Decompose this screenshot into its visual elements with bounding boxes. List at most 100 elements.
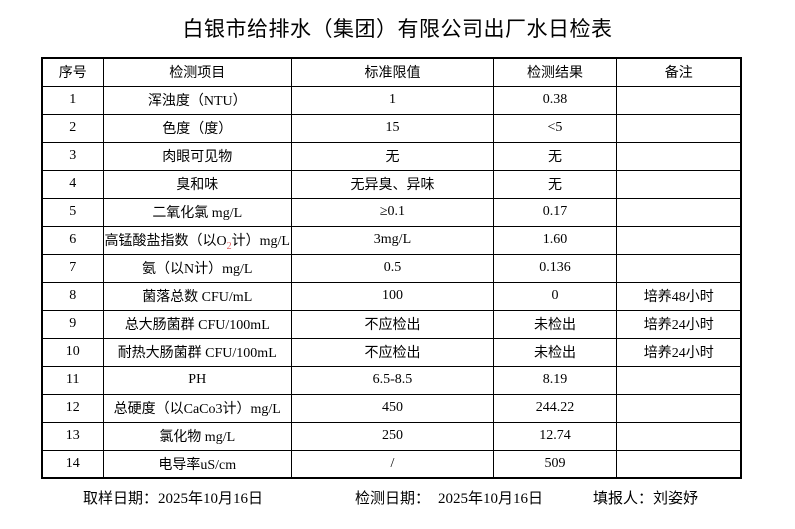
cell-item: 肉眼可见物 <box>102 141 292 171</box>
cell-item: 菌落总数 CFU/mL <box>102 281 292 311</box>
cell-no: 4 <box>41 169 104 199</box>
cell-result: 0.136 <box>492 253 617 283</box>
cell-note <box>615 85 742 115</box>
cell-result: 未检出 <box>492 337 617 367</box>
inspection-table: 序号 检测项目 标准限值 检测结果 备注 1 浑浊度（NTU） 1 0.38 2 色度（度） 15 <… <box>41 57 743 479</box>
cell-limit: 不应检出 <box>290 337 494 367</box>
cell-limit: 6.5-8.5 <box>290 365 494 395</box>
cell-note <box>615 393 742 423</box>
cell-limit: 15 <box>290 113 494 143</box>
table-row: 10 耐热大肠菌群 CFU/100mL 不应检出 未检出 培养24小时 <box>41 337 742 367</box>
cell-note <box>615 141 742 171</box>
cell-no: 10 <box>41 337 104 367</box>
cell-limit: 0.5 <box>290 253 494 283</box>
reporter: 填报人：刘姿妤 <box>593 487 698 508</box>
cell-item: 总大肠菌群 CFU/100mL <box>102 309 292 339</box>
cell-item: 二氧化氯 mg/L <box>102 197 292 227</box>
column-header: 备注 <box>615 57 742 87</box>
cell-note <box>615 113 742 143</box>
cell-no: 1 <box>41 85 104 115</box>
table-row: 4 臭和味 无异臭、异味无 <box>41 169 742 199</box>
cell-item: 浑浊度（NTU） <box>102 85 292 115</box>
cell-no: 7 <box>41 253 104 283</box>
reporter-name: 刘姿妤 <box>653 491 699 507</box>
cell-result: 244.22 <box>492 393 617 423</box>
table-row: 9 总大肠菌群 CFU/100mL 不应检出 未检出 培养24小时 <box>41 309 742 339</box>
cell-note <box>615 169 742 199</box>
cell-limit: 3mg/L <box>290 225 494 255</box>
cell-result: <5 <box>492 113 617 143</box>
table-header-row: 序号 检测项目 标准限值 检测结果 备注 <box>41 57 742 87</box>
table-body: 1 浑浊度（NTU） 1 0.38 2 色度（度） 15 <5 3 肉眼可见物无无 4 臭和味 无异臭、… <box>41 85 742 479</box>
cell-limit: 450 <box>290 393 494 423</box>
cell-item: 耐热大肠菌群 CFU/100mL <box>102 337 292 367</box>
cell-no: 5 <box>41 197 104 227</box>
cell-limit: 1 <box>290 85 494 115</box>
testing-date-value: 2025年10月16日 <box>438 491 544 507</box>
cell-result: 未检出 <box>492 309 617 339</box>
page-title: 白银市给排水（集团）有限公司出厂水日检表 <box>182 17 613 41</box>
cell-result: 12.74 <box>492 421 617 451</box>
cell-no: 8 <box>41 281 104 311</box>
cell-note <box>615 421 742 451</box>
cell-item: 氯化物 mg/L <box>102 421 292 451</box>
table-row: 14 电导率uS/cm/509 <box>41 449 742 479</box>
cell-note <box>615 253 742 283</box>
cell-result: 8.19 <box>492 365 617 395</box>
column-header: 检测项目 <box>102 57 292 87</box>
cell-note: 培养24小时 <box>615 337 742 367</box>
cell-limit: 250 <box>290 421 494 451</box>
cell-result: 1.60 <box>492 225 617 255</box>
table-row: 2 色度（度） 15 <5 <box>41 113 742 143</box>
cell-limit: 不应检出 <box>290 309 494 339</box>
cell-note <box>615 365 742 395</box>
table-row: 5 二氧化氯 mg/L ≥0.1 0.17 <box>41 197 742 227</box>
cell-result: 0.38 <box>492 85 617 115</box>
cell-no: 14 <box>41 449 104 479</box>
table-row: 7 氨（以N计）mg/L 0.5 0.136 <box>41 253 742 283</box>
reporter-label: 填报人： <box>593 491 654 507</box>
cell-result: 无 <box>492 141 617 171</box>
column-header: 标准限值 <box>290 57 494 87</box>
sampling-date: 取样日期：2025年10月16日 <box>83 487 263 508</box>
cell-item: 氨（以N计）mg/L <box>102 253 292 283</box>
cell-limit: 无 <box>290 141 494 171</box>
cell-result: 0.17 <box>492 197 617 227</box>
cell-limit: / <box>290 449 494 479</box>
cell-note: 培养24小时 <box>615 309 742 339</box>
table-row: 11 PH 6.5-8.5 8.19 <box>41 365 742 395</box>
sampling-date-value: 2025年10月16日 <box>158 491 264 507</box>
cell-limit: ≥0.1 <box>290 197 494 227</box>
cell-no: 11 <box>41 365 104 395</box>
sampling-date-label: 取样日期： <box>83 491 159 507</box>
testing-date: 检测日期： 2025年10月16日 <box>355 487 543 508</box>
cell-note <box>615 449 742 479</box>
cell-result: 无 <box>492 169 617 199</box>
cell-result: 509 <box>492 449 617 479</box>
cell-note <box>615 225 742 255</box>
cell-item: 臭和味 <box>102 169 292 199</box>
footer: 取样日期：2025年10月16日 检测日期： 2025年10月16日 填报人：刘姿… <box>0 487 795 509</box>
cell-note: 培养48小时 <box>615 281 742 311</box>
cell-limit: 100 <box>290 281 494 311</box>
cell-item: 高锰酸盐指数（以O2计）mg/L <box>102 225 292 255</box>
cell-limit: 无异臭、异味 <box>290 169 494 199</box>
cell-note <box>615 197 742 227</box>
table-row: 3 肉眼可见物无无 <box>41 141 742 171</box>
table-row: 1 浑浊度（NTU） 1 0.38 <box>41 85 742 115</box>
cell-item: 色度（度） <box>102 113 292 143</box>
testing-date-label: 检测日期： <box>355 491 431 507</box>
cell-no: 3 <box>41 141 104 171</box>
table-row: 8 菌落总数 CFU/mL 100 0 培养48小时 <box>41 281 742 311</box>
cell-item: 总硬度（以CaCo3计）mg/L <box>102 393 292 423</box>
cell-no: 2 <box>41 113 104 143</box>
cell-no: 6 <box>41 225 104 255</box>
cell-item: PH <box>102 365 292 395</box>
cell-no: 9 <box>41 309 104 339</box>
subscript: 2 <box>226 240 232 252</box>
column-header: 序号 <box>41 57 104 87</box>
cell-no: 12 <box>41 393 104 423</box>
table-row: 6 高锰酸盐指数（以O2计）mg/L 3mg/L 1.60 <box>41 225 742 255</box>
table-row: 12 总硬度（以CaCo3计）mg/L 450 244.22 <box>41 393 742 423</box>
